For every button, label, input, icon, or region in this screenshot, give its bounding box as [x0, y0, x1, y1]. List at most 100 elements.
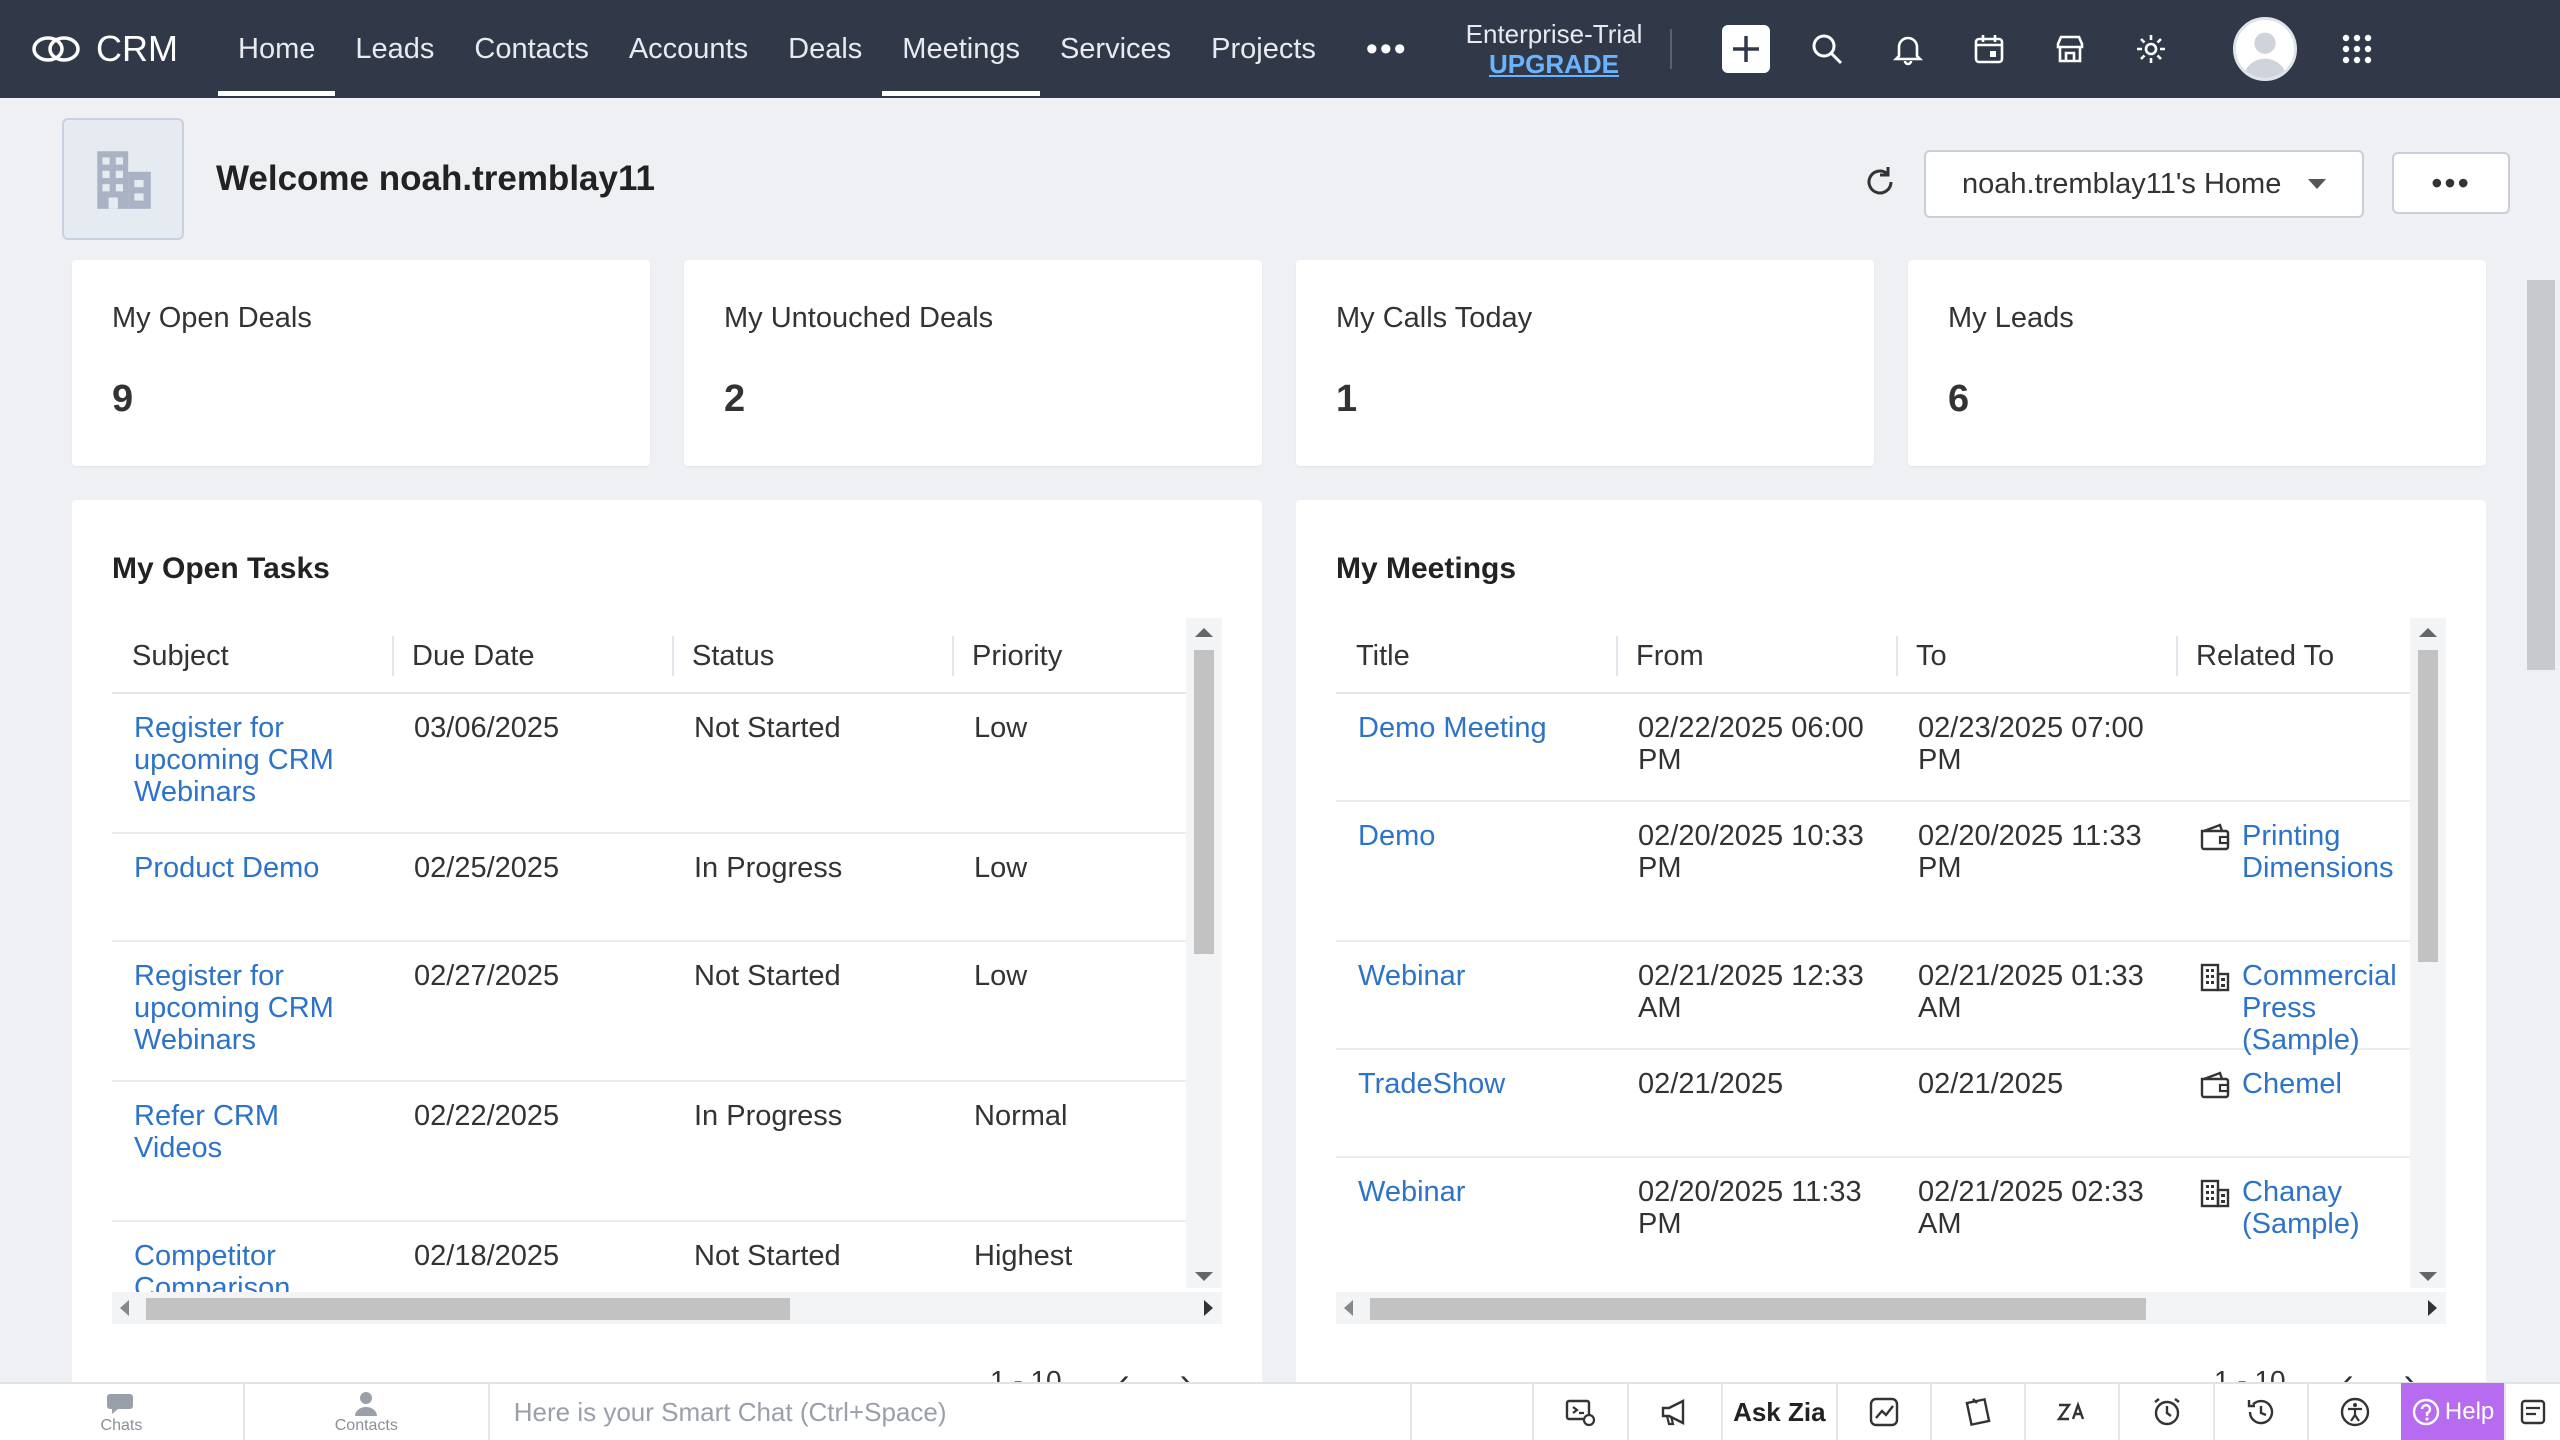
kpi-label: My Calls Today	[1336, 302, 1533, 334]
task-subject-link[interactable]: Register for upcoming CRM Webinars	[134, 712, 334, 808]
scrollbar-thumb[interactable]	[146, 1298, 790, 1320]
vertical-scrollbar[interactable]	[1186, 618, 1222, 1288]
scrollbar-thumb[interactable]	[1194, 650, 1214, 954]
column-header-title[interactable]: Title	[1356, 639, 1410, 672]
crm-logo[interactable]: CRM	[30, 28, 200, 70]
megaphone-icon	[1661, 1399, 1684, 1426]
task-due-date: 02/22/2025	[414, 1100, 560, 1132]
apps-grid-icon	[2343, 34, 2372, 64]
tab-contacts[interactable]: Contacts	[474, 32, 589, 65]
alarm-button[interactable]	[2118, 1383, 2212, 1440]
related-record-link[interactable]: Printing Dimensions	[2242, 820, 2394, 884]
apps-menu-button[interactable]	[2333, 25, 2381, 73]
scroll-down-icon[interactable]	[2419, 1272, 2437, 1281]
ask-zia-button[interactable]: Ask Zia	[1720, 1383, 1836, 1440]
tab-home[interactable]: Home	[218, 0, 336, 98]
related-record-link[interactable]: Commercial Press (Sample)	[2242, 960, 2397, 1056]
zia-button[interactable]	[2024, 1383, 2118, 1440]
more-modules-button[interactable]: •••	[1365, 29, 1408, 68]
create-new-button[interactable]	[1722, 25, 1771, 73]
kpi-card-calls-today[interactable]: My Calls Today 1	[1296, 260, 1874, 466]
my-meetings-panel: My Meetings Title From To Related To Dem…	[1296, 500, 2486, 1440]
scrollbar-thumb[interactable]	[1370, 1298, 2146, 1320]
history-button[interactable]	[2212, 1383, 2307, 1440]
smart-chat-input[interactable]: Here is your Smart Chat (Ctrl+Space)	[490, 1383, 1413, 1440]
announcement-button[interactable]	[1626, 1383, 1721, 1440]
crm-logo-icon	[32, 36, 80, 62]
notes-button[interactable]	[2504, 1383, 2560, 1440]
home-view-value: noah.tremblay11's Home	[1962, 167, 2282, 200]
task-subject-link[interactable]: Register for upcoming CRM Webinars	[134, 960, 334, 1056]
scroll-down-icon[interactable]	[1195, 1272, 1213, 1281]
calendar-button[interactable]	[1965, 25, 2013, 73]
accessibility-icon	[2340, 1397, 2370, 1427]
tab-leads[interactable]: Leads	[355, 32, 435, 65]
scroll-right-icon[interactable]	[1204, 1300, 1213, 1316]
chats-tab[interactable]: Chats	[0, 1383, 245, 1440]
meeting-related-to[interactable]: Printing Dimensions	[2176, 802, 2410, 940]
kpi-label: My Leads	[1948, 302, 2074, 334]
home-view-select[interactable]: noah.tremblay11's Home	[1924, 150, 2364, 218]
accessibility-button[interactable]	[2306, 1383, 2401, 1440]
column-header-related-to[interactable]: Related To	[2176, 618, 2410, 694]
task-subject-link[interactable]: Product Demo	[134, 852, 320, 884]
scroll-left-icon[interactable]	[120, 1300, 129, 1316]
kpi-card-open-deals[interactable]: My Open Deals 9	[72, 260, 650, 466]
meeting-related-to[interactable]: Commercial Press (Sample)	[2176, 942, 2410, 1056]
scrollbar-thumb[interactable]	[2527, 280, 2555, 670]
home-more-options-button[interactable]: •••	[2392, 152, 2510, 214]
tasks-shortcut-button[interactable]	[1930, 1383, 2024, 1440]
table-row: Webinar 02/20/2025 11:33 PM 02/21/2025 0…	[1336, 1158, 2410, 1298]
kpi-card-my-leads[interactable]: My Leads 6	[1908, 260, 2486, 466]
marketplace-button[interactable]	[2046, 25, 2094, 73]
refresh-button[interactable]	[1860, 162, 1900, 202]
column-header-from[interactable]: From	[1616, 618, 1896, 694]
meeting-to: 02/23/2025 07:00 PM	[1918, 712, 2144, 776]
deal-icon	[2200, 823, 2230, 851]
page-scrollbar[interactable]	[2522, 256, 2560, 1376]
related-record-link[interactable]: Chemel	[2242, 1068, 2342, 1100]
meeting-title-link[interactable]: Demo	[1358, 820, 1436, 852]
meeting-title-link[interactable]: Webinar	[1358, 1176, 1466, 1208]
scroll-up-icon[interactable]	[1195, 628, 1213, 637]
search-button[interactable]	[1803, 25, 1851, 73]
notifications-button[interactable]	[1884, 25, 1932, 73]
meeting-title-link[interactable]: Demo Meeting	[1358, 712, 1547, 744]
meeting-title-link[interactable]: Webinar	[1358, 960, 1466, 992]
column-header-subject[interactable]: Subject	[132, 639, 229, 672]
table-row: Demo 02/20/2025 10:33 PM 02/20/2025 11:3…	[1336, 802, 2410, 942]
horizontal-scrollbar[interactable]	[112, 1292, 1222, 1324]
task-subject-link[interactable]: Refer CRM Videos	[134, 1100, 280, 1164]
tab-deals[interactable]: Deals	[788, 32, 863, 65]
kpi-card-untouched-deals[interactable]: My Untouched Deals 2	[684, 260, 1262, 466]
tab-meetings[interactable]: Meetings	[882, 0, 1040, 98]
meeting-related-to[interactable]: Chemel	[2176, 1050, 2410, 1156]
column-header-to[interactable]: To	[1896, 618, 2176, 694]
help-label: Help	[2444, 1398, 2495, 1425]
scroll-up-icon[interactable]	[2419, 628, 2437, 637]
column-header-priority[interactable]: Priority	[952, 618, 1186, 694]
settings-button[interactable]	[2127, 25, 2175, 73]
tab-services[interactable]: Services	[1059, 32, 1172, 65]
user-avatar[interactable]	[2233, 17, 2298, 81]
screen-share-button[interactable]	[1532, 1383, 1626, 1440]
scroll-left-icon[interactable]	[1344, 1300, 1353, 1316]
contacts-tab[interactable]: Contacts	[245, 1383, 490, 1440]
tab-projects[interactable]: Projects	[1211, 32, 1316, 65]
scroll-right-icon[interactable]	[2428, 1300, 2437, 1316]
vertical-scrollbar[interactable]	[2410, 618, 2446, 1288]
contacts-label: Contacts	[334, 1417, 398, 1434]
related-record-link[interactable]: Chanay (Sample)	[2242, 1176, 2360, 1240]
column-header-status[interactable]: Status	[672, 618, 952, 694]
help-question-icon	[2412, 1398, 2440, 1426]
meeting-related-to[interactable]: Chanay (Sample)	[2176, 1158, 2410, 1298]
task-due-date: 02/25/2025	[414, 852, 560, 884]
tab-accounts[interactable]: Accounts	[628, 32, 749, 65]
column-header-due-date[interactable]: Due Date	[392, 618, 672, 694]
analytics-button[interactable]	[1835, 1383, 1930, 1440]
help-button[interactable]: Help	[2400, 1383, 2505, 1440]
horizontal-scrollbar[interactable]	[1336, 1292, 2446, 1324]
upgrade-link[interactable]: UPGRADE	[1489, 49, 1620, 79]
meeting-title-link[interactable]: TradeShow	[1358, 1068, 1506, 1100]
scrollbar-thumb[interactable]	[2418, 650, 2438, 962]
